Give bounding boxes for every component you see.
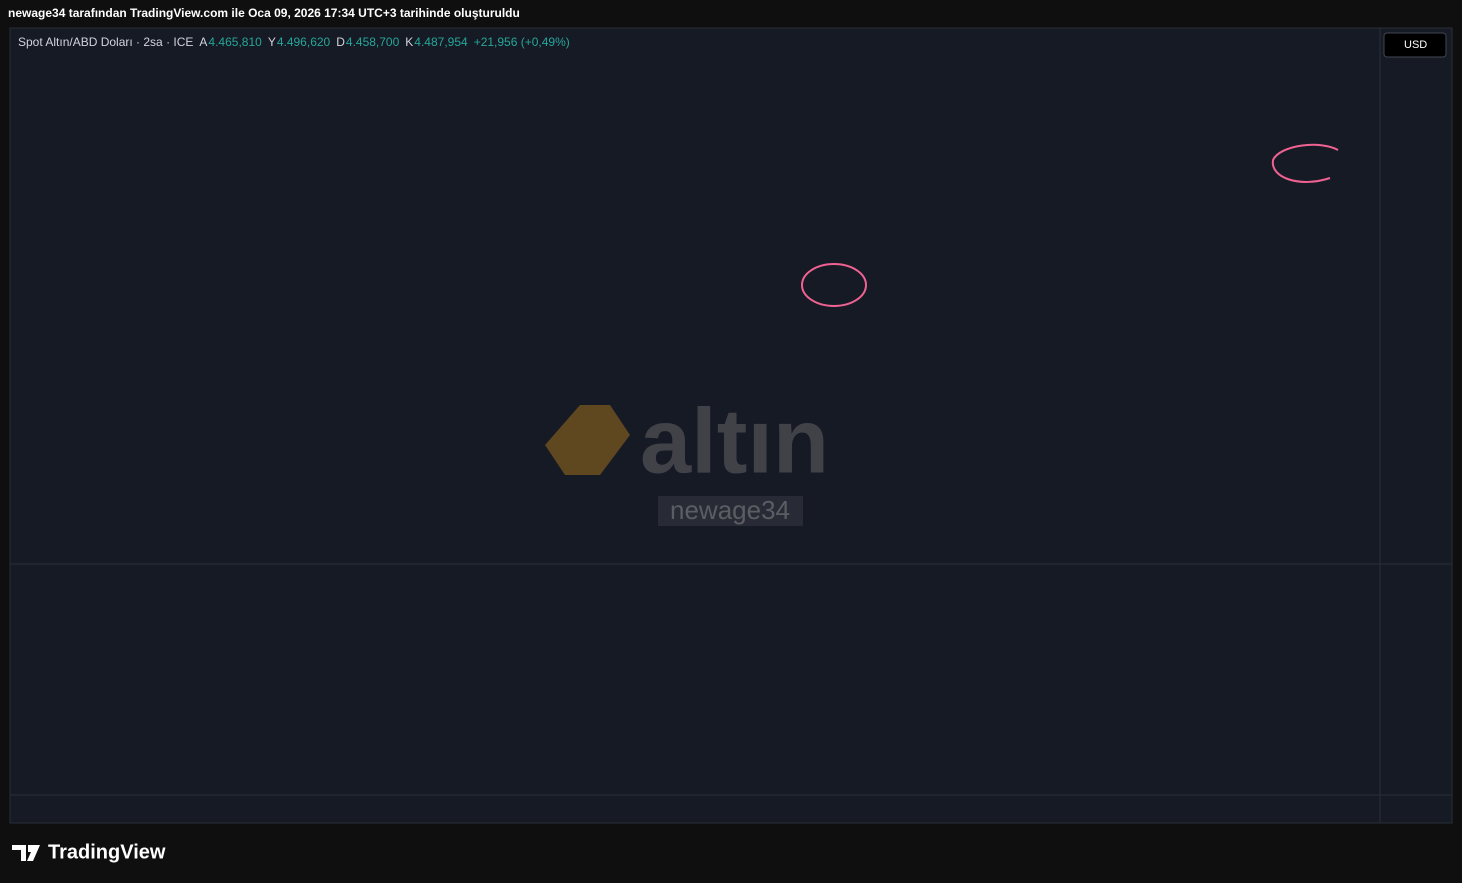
legend: Spot Altın/ABD Doları · 2sa · ICE A 4.465… (18, 35, 570, 49)
watermark: altın newage34 (545, 390, 829, 526)
highlight-circle (1271, 143, 1339, 183)
ohlc: A 4.465,810 Y 4.496,620 D 4.458,700 K 4.487,954 (199, 35, 467, 49)
ohlc-label: A (199, 35, 208, 49)
change: +21,956 (+0,49%) (473, 35, 570, 49)
ohlc-value: 4.487,954 (414, 35, 468, 49)
ohlc-value: 4.465,810 (208, 35, 262, 49)
chart-frame (9, 27, 1453, 824)
watermark-author: newage34 (670, 495, 790, 525)
brand: TradingView (48, 841, 166, 863)
symbol-title: Spot Altın/ABD Doları · 2sa · ICE (18, 35, 194, 49)
ohlc-value: 4.496,620 (276, 35, 331, 49)
ohlc-label: D (336, 35, 345, 49)
highlight-circle (801, 263, 867, 307)
ohlc-label: K (405, 35, 414, 49)
ohlc-value: 4.458,700 (345, 35, 400, 49)
caption: newage34 tarafından TradingView.com ile … (8, 6, 520, 20)
currency-button[interactable] (1383, 32, 1447, 58)
currency-label[interactable]: USD (1404, 39, 1427, 51)
ohlc-label: Y (267, 35, 276, 49)
brand-logo (12, 845, 40, 861)
watermark-box (658, 496, 803, 526)
watermark-text: altın (640, 390, 829, 492)
watermark-logo (545, 405, 630, 475)
